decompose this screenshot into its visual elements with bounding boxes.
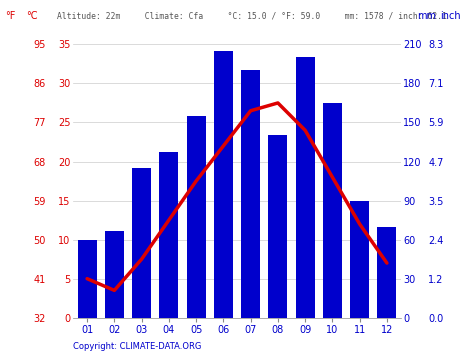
Bar	[159, 152, 178, 318]
Bar	[377, 226, 396, 318]
Text: °F: °F	[5, 11, 15, 21]
Text: Copyright: CLIMATE-DATA.ORG: Copyright: CLIMATE-DATA.ORG	[73, 343, 202, 351]
Bar	[214, 51, 233, 318]
Bar	[78, 240, 97, 318]
Text: °C: °C	[26, 11, 37, 21]
Bar	[350, 201, 369, 318]
Bar	[268, 136, 287, 318]
Bar	[132, 168, 151, 318]
Bar	[187, 116, 206, 318]
Text: inch: inch	[440, 11, 461, 21]
Text: mm: mm	[417, 11, 436, 21]
Text: Altitude: 22m     Climate: Cfa     °C: 15.0 / °F: 59.0     mm: 1578 / inch: 62.1: Altitude: 22m Climate: Cfa °C: 15.0 / °F…	[57, 11, 447, 21]
Bar	[323, 103, 342, 318]
Bar	[241, 70, 260, 318]
Bar	[296, 58, 315, 318]
Bar	[105, 230, 124, 318]
